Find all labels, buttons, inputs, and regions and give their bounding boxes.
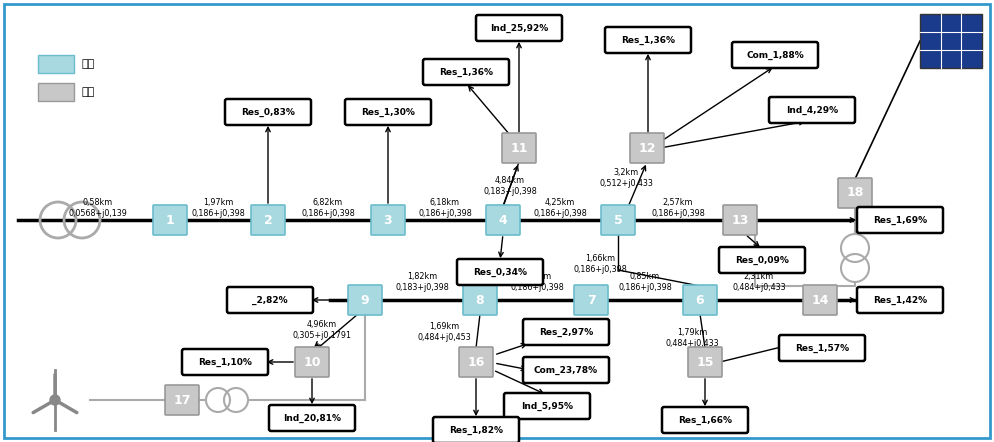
Text: Ind_5,95%: Ind_5,95% (521, 401, 573, 411)
Text: Ind_20,81%: Ind_20,81% (283, 413, 341, 423)
Text: 2,57km
0,186+j0,398: 2,57km 0,186+j0,398 (651, 198, 705, 218)
Text: Ind_25,92%: Ind_25,92% (490, 23, 548, 33)
FancyBboxPatch shape (227, 287, 313, 313)
Text: 0,58km
0,0568+j0,139: 0,58km 0,0568+j0,139 (69, 198, 127, 218)
FancyBboxPatch shape (371, 205, 405, 235)
Text: Res_0,83%: Res_0,83% (242, 107, 295, 117)
FancyBboxPatch shape (719, 247, 805, 273)
Text: Res_2,97%: Res_2,97% (539, 328, 593, 336)
FancyBboxPatch shape (295, 347, 329, 377)
Text: Res_1,82%: Res_1,82% (449, 426, 503, 434)
FancyBboxPatch shape (433, 417, 519, 442)
Text: 4,84km
0,183+j0,398: 4,84km 0,183+j0,398 (483, 176, 537, 196)
Text: 1: 1 (166, 213, 174, 226)
FancyBboxPatch shape (688, 347, 722, 377)
Text: 1,66km
0,186+j0,398: 1,66km 0,186+j0,398 (574, 254, 627, 274)
Text: 7: 7 (586, 293, 595, 306)
Text: Res_1,10%: Res_1,10% (198, 358, 251, 366)
FancyBboxPatch shape (165, 385, 199, 415)
FancyBboxPatch shape (523, 319, 609, 345)
Text: 12: 12 (638, 141, 656, 155)
Text: 16: 16 (467, 355, 485, 369)
FancyBboxPatch shape (251, 205, 285, 235)
Text: 1,79km
0,484+j0,433: 1,79km 0,484+j0,433 (665, 328, 719, 348)
Text: 2: 2 (263, 213, 272, 226)
FancyBboxPatch shape (683, 285, 717, 315)
FancyBboxPatch shape (723, 205, 757, 235)
FancyBboxPatch shape (38, 83, 74, 101)
Text: 6: 6 (696, 293, 705, 306)
FancyBboxPatch shape (463, 285, 497, 315)
Text: 5: 5 (613, 213, 622, 226)
Text: 1,69km
0,484+j0,453: 1,69km 0,484+j0,453 (417, 322, 471, 342)
Text: Res_0,09%: Res_0,09% (735, 255, 789, 265)
FancyBboxPatch shape (523, 357, 609, 383)
Text: 18: 18 (846, 187, 864, 199)
Text: 13: 13 (732, 213, 748, 226)
FancyBboxPatch shape (269, 405, 355, 431)
Text: Res_1,57%: Res_1,57% (795, 343, 849, 353)
Text: Ind_4,29%: Ind_4,29% (786, 106, 838, 114)
Text: Res_1,66%: Res_1,66% (678, 415, 732, 425)
FancyBboxPatch shape (38, 55, 74, 73)
Text: Com_1,88%: Com_1,88% (746, 50, 804, 60)
Text: 8: 8 (476, 293, 484, 306)
Text: _2,82%: _2,82% (252, 295, 288, 305)
FancyBboxPatch shape (348, 285, 382, 315)
FancyBboxPatch shape (838, 178, 872, 208)
Text: 4,25km
0,186+j0,398: 4,25km 0,186+j0,398 (533, 198, 586, 218)
Text: 11: 11 (510, 141, 528, 155)
FancyBboxPatch shape (662, 407, 748, 433)
Text: Com_23,78%: Com_23,78% (534, 366, 598, 374)
Text: 14: 14 (811, 293, 829, 306)
FancyBboxPatch shape (225, 99, 311, 125)
Text: Res_1,69%: Res_1,69% (873, 215, 927, 225)
Text: 17: 17 (173, 393, 191, 407)
FancyBboxPatch shape (630, 133, 664, 163)
Text: 0,85km
0,186+j0,398: 0,85km 0,186+j0,398 (510, 272, 564, 292)
Text: 6,82km
0,186+j0,398: 6,82km 0,186+j0,398 (301, 198, 355, 218)
Text: 3,2km
0,512+j0,433: 3,2km 0,512+j0,433 (599, 168, 653, 188)
FancyBboxPatch shape (476, 15, 562, 41)
FancyBboxPatch shape (502, 133, 536, 163)
Text: Res_1,30%: Res_1,30% (361, 107, 414, 117)
Text: 3: 3 (384, 213, 393, 226)
FancyBboxPatch shape (4, 4, 990, 438)
FancyBboxPatch shape (182, 349, 268, 375)
Text: 분기: 분기 (82, 87, 95, 97)
FancyBboxPatch shape (423, 59, 509, 85)
Text: Res_1,42%: Res_1,42% (873, 295, 927, 305)
Text: 15: 15 (696, 355, 714, 369)
FancyBboxPatch shape (920, 14, 982, 68)
FancyBboxPatch shape (574, 285, 608, 315)
Text: 4,96km
0,305+j0,1791: 4,96km 0,305+j0,1791 (292, 320, 352, 340)
Text: Res_1,36%: Res_1,36% (439, 68, 493, 76)
Circle shape (50, 395, 60, 405)
Text: 6,18km
0,186+j0,398: 6,18km 0,186+j0,398 (418, 198, 472, 218)
FancyBboxPatch shape (345, 99, 431, 125)
Text: 0,85km
0,186+j0,398: 0,85km 0,186+j0,398 (618, 272, 672, 292)
FancyBboxPatch shape (457, 259, 543, 285)
FancyBboxPatch shape (601, 205, 635, 235)
Text: 9: 9 (361, 293, 370, 306)
FancyBboxPatch shape (857, 287, 943, 313)
FancyBboxPatch shape (153, 205, 187, 235)
FancyBboxPatch shape (857, 207, 943, 233)
Text: 간선: 간선 (82, 59, 95, 69)
Text: Res_1,36%: Res_1,36% (621, 35, 675, 45)
Text: 10: 10 (303, 355, 321, 369)
Text: 2,31km
0,484+j0,433: 2,31km 0,484+j0,433 (733, 272, 786, 292)
FancyBboxPatch shape (486, 205, 520, 235)
Text: 4: 4 (499, 213, 507, 226)
FancyBboxPatch shape (779, 335, 865, 361)
Text: 1,97km
0,186+j0,398: 1,97km 0,186+j0,398 (191, 198, 245, 218)
FancyBboxPatch shape (504, 393, 590, 419)
FancyBboxPatch shape (605, 27, 691, 53)
FancyBboxPatch shape (769, 97, 855, 123)
FancyBboxPatch shape (732, 42, 818, 68)
FancyBboxPatch shape (803, 285, 837, 315)
Text: 1,82km
0,183+j0,398: 1,82km 0,183+j0,398 (396, 272, 449, 292)
FancyBboxPatch shape (459, 347, 493, 377)
Text: Res_0,34%: Res_0,34% (473, 267, 527, 277)
